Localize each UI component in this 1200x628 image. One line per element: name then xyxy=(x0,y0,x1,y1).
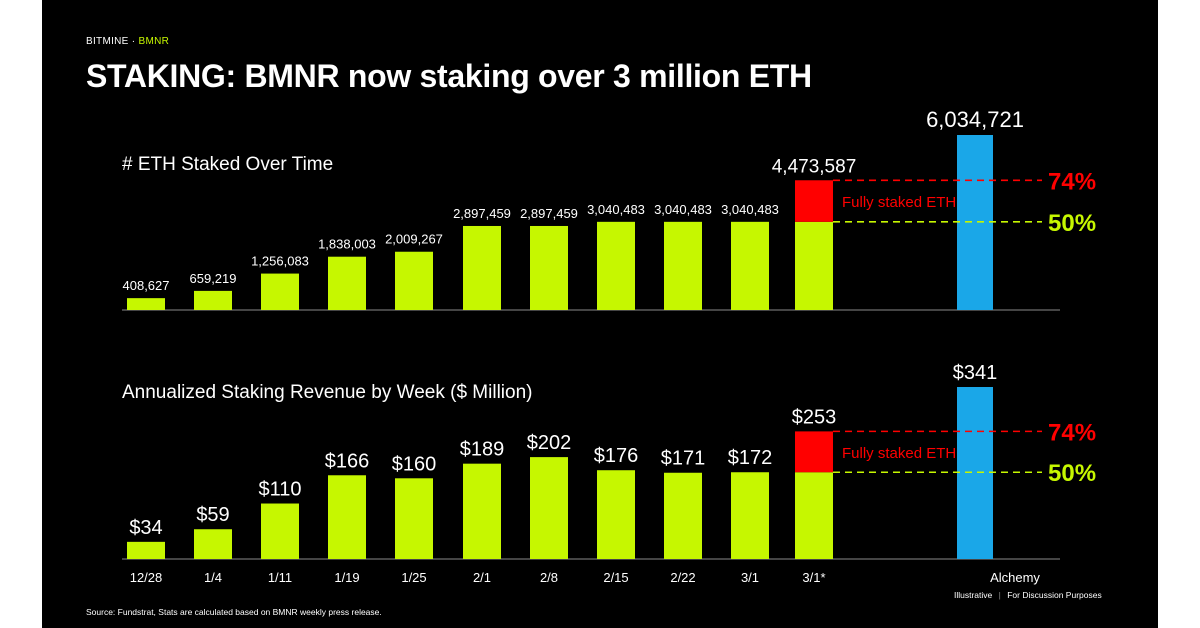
bar-rev-6 xyxy=(530,457,568,559)
bar-rev-3 xyxy=(328,475,366,559)
data-label-eth-8: 3,040,483 xyxy=(654,202,712,217)
bar-rev-1 xyxy=(194,529,232,559)
data-label-eth-4: 2,009,267 xyxy=(385,232,443,247)
fully-staked-label-rev: Fully staked ETH xyxy=(842,445,956,462)
page-title: STAKING: BMNR now staking over 3 million… xyxy=(86,58,812,94)
data-label-rev-3: $166 xyxy=(325,450,370,472)
x-tick-label-2: 1/11 xyxy=(268,570,292,585)
bar-eth-0 xyxy=(127,298,165,310)
data-label-rev-5: $189 xyxy=(460,439,505,461)
data-label-rev-8: $171 xyxy=(661,448,706,470)
x-tick-label-8: 2/22 xyxy=(670,570,695,585)
bar-rev-7 xyxy=(597,470,635,559)
data-label-rev-7: $176 xyxy=(594,445,639,467)
brand-separator: · xyxy=(131,36,136,47)
data-label-eth-6: 2,897,459 xyxy=(520,206,578,221)
data-label-rev-9: $172 xyxy=(728,447,773,469)
bar-rev-2 xyxy=(261,503,299,559)
bar-rev-5 xyxy=(463,463,501,559)
illustrative-note: Illustrative | For Discussion Purposes xyxy=(954,590,1102,600)
data-label-eth-0: 408,627 xyxy=(123,278,170,293)
bar-eth-2 xyxy=(261,273,299,310)
x-tick-label-4: 1/25 xyxy=(401,570,426,585)
ref-label-eth-1: 50% xyxy=(1048,210,1096,237)
x-tick-label-7: 2/15 xyxy=(603,570,628,585)
x-tick-label-5: 2/1 xyxy=(473,570,491,585)
bar-eth-4 xyxy=(395,251,433,310)
data-label-rev-2: $110 xyxy=(258,479,301,501)
data-label-rev-6: $202 xyxy=(527,432,572,454)
bar-eth-9 xyxy=(731,221,769,310)
brand-line: BITMINE · BMNR xyxy=(86,36,169,47)
x-tick-label-1: 1/4 xyxy=(204,570,222,585)
ref-label-rev-0: 74% xyxy=(1048,419,1096,446)
data-label-eth-3: 1,838,003 xyxy=(318,237,376,252)
fully-staked-label-eth: Fully staked ETH xyxy=(842,194,956,211)
bar-eth-1 xyxy=(194,290,232,310)
data-label-eth-2: 1,256,083 xyxy=(251,254,309,269)
source-note: Source: Fundstrat, Stats are calculated … xyxy=(86,607,382,617)
slide: BITMINE · BMNR STAKING: BMNR now staking… xyxy=(42,0,1158,628)
ref-label-eth-0: 74% xyxy=(1048,168,1096,195)
x-tick-label-3: 1/19 xyxy=(334,570,359,585)
discussion-text: For Discussion Purposes xyxy=(1007,590,1102,600)
charts-svg: # ETH Staked Over Time 408,627 659,219 1,25… xyxy=(122,107,1096,585)
bar-rev-8 xyxy=(664,472,702,559)
bar-eth-7 xyxy=(597,221,635,310)
footer-divider: | xyxy=(998,590,1001,600)
bar-rev-4 xyxy=(395,478,433,559)
data-label-eth-7: 3,040,483 xyxy=(587,202,645,217)
bar-eth-8 xyxy=(664,221,702,310)
illustrative-text: Illustrative xyxy=(954,590,993,600)
fully-staked-bar-rev xyxy=(795,431,833,473)
data-label-eth-11: 6,034,721 xyxy=(926,107,1024,132)
data-label-rev-11: $341 xyxy=(953,362,998,384)
data-label-rev-0: $34 xyxy=(129,517,162,539)
chart-title-rev: Annualized Staking Revenue by Week ($ Mi… xyxy=(122,382,532,403)
data-label-rev-1: $59 xyxy=(196,504,229,526)
data-label-eth-9: 3,040,483 xyxy=(721,202,779,217)
bar-eth-11 xyxy=(957,135,993,310)
data-label-eth-10: 4,473,587 xyxy=(772,156,857,177)
fully-staked-bar-eth xyxy=(795,180,833,222)
bar-rev-11 xyxy=(957,387,993,559)
x-tick-label-0: 12/28 xyxy=(130,570,163,585)
brand-company: BITMINE xyxy=(86,36,129,47)
chart-title-eth: # ETH Staked Over Time xyxy=(122,154,333,175)
bar-eth-10 xyxy=(795,221,833,310)
x-tick-label-9: 3/1 xyxy=(741,570,759,585)
bar-rev-10 xyxy=(795,472,833,559)
x-tick-label-10: 3/1* xyxy=(802,570,825,585)
bar-eth-6 xyxy=(530,225,568,310)
x-tick-label-6: 2/8 xyxy=(540,570,558,585)
bar-rev-0 xyxy=(127,541,165,559)
data-label-eth-5: 2,897,459 xyxy=(453,206,511,221)
ref-label-rev-1: 50% xyxy=(1048,460,1096,487)
bar-eth-5 xyxy=(463,225,501,310)
bar-rev-9 xyxy=(731,472,769,559)
brand-ticker: BMNR xyxy=(138,36,170,47)
data-label-rev-4: $160 xyxy=(392,453,437,475)
data-label-rev-10: $253 xyxy=(792,406,837,428)
bar-eth-3 xyxy=(328,256,366,310)
data-label-eth-1: 659,219 xyxy=(190,271,237,286)
x-tick-label-11: Alchemy xyxy=(990,570,1040,585)
